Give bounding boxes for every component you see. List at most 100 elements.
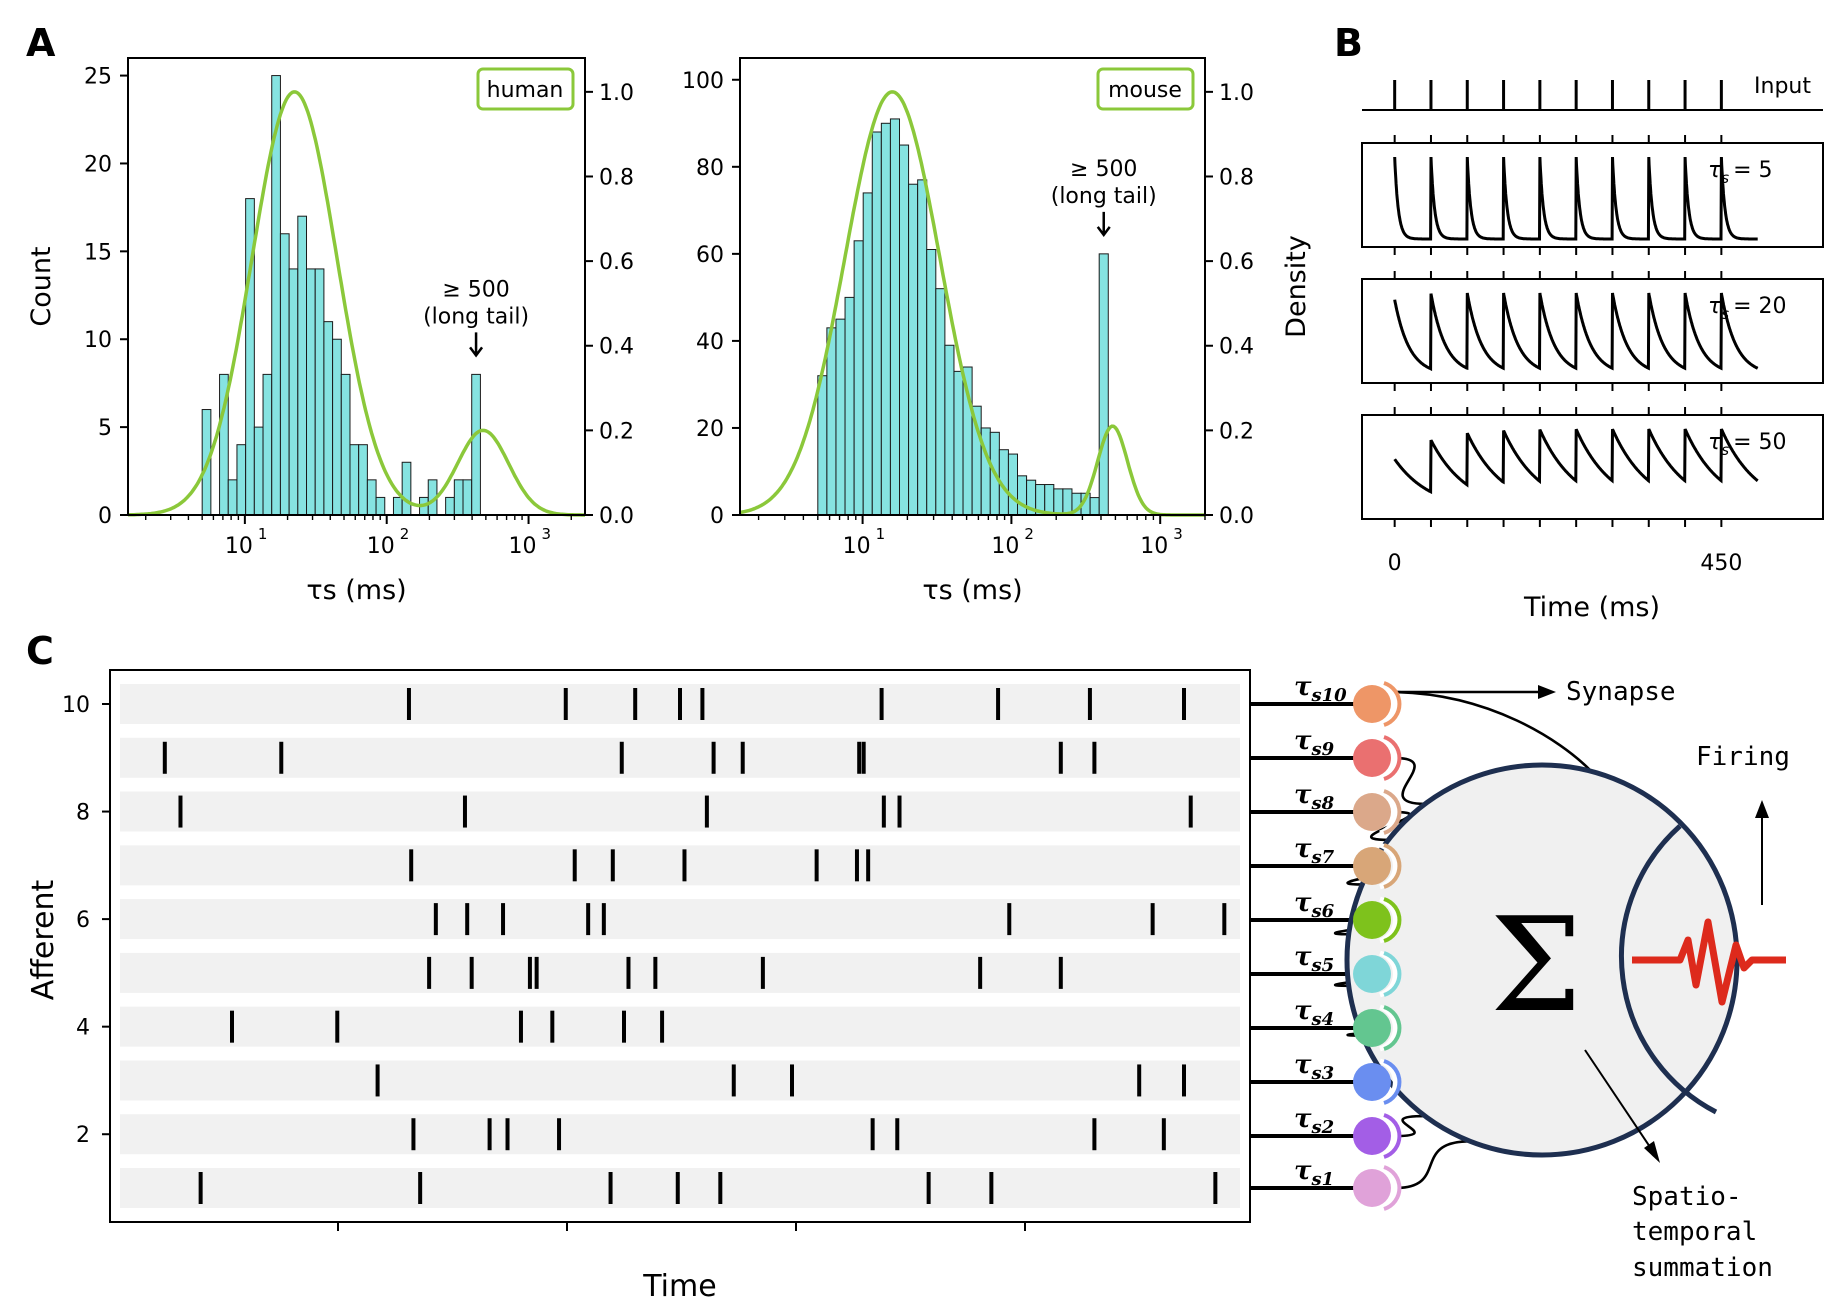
histogram-bar: [453, 479, 464, 516]
firing-arrow-icon: [1755, 800, 1769, 905]
synapse-circle: [1353, 1009, 1391, 1047]
synapse-tau-symbol: τ: [1294, 942, 1312, 972]
synapse-terminal: [1383, 897, 1402, 943]
raster-band: [120, 1114, 1240, 1155]
y-tick-label-right: 0.8: [1219, 165, 1254, 190]
synapse-circle: [1353, 685, 1391, 723]
histogram-bar: [349, 444, 360, 516]
histogram-human: 0 5 10 15 20 25 0.0 0.2 0.4 0.6 0.8 1.0 10 1 10 2 10 3 hu…: [26, 57, 634, 606]
histogram-bar: [236, 444, 247, 516]
x-tick-exponent: 1: [258, 525, 268, 543]
trace-label-subscript: s: [1721, 441, 1729, 459]
histogram-human-ylabel: Count: [26, 246, 57, 326]
synapse-tau-subscript: s2: [1311, 1117, 1335, 1138]
histogram-human-bars: [201, 75, 481, 516]
histogram-bar: [908, 183, 919, 516]
input-spike-train: [1362, 80, 1823, 111]
histogram-bar: [340, 373, 351, 516]
dendrite-wire-top: [1394, 690, 1591, 771]
panel-b-x-tick-label: 450: [1700, 551, 1742, 576]
histogram-bar: [844, 296, 855, 516]
histogram-human-ticks: 0 5 10 15 20 25 0.0 0.2 0.4 0.6 0.8 1.0 10 1 10 2 10 3: [84, 65, 634, 559]
raster-y-tick-label: 8: [76, 801, 90, 826]
synapse-tau-subscript: s8: [1311, 793, 1335, 814]
trace-frame: [1361, 142, 1824, 248]
synapse-terminal: [1383, 789, 1402, 835]
y-tick-label-right: 0.6: [599, 250, 634, 275]
synapse-gap: [1379, 950, 1398, 998]
annotation-arrow-icon: [469, 332, 484, 358]
synapse-tau-label: τs2: [1294, 1104, 1334, 1138]
raster-y-tick-label: 10: [62, 693, 90, 718]
histogram-bar: [358, 444, 368, 516]
raster-ticks: 2 4 6 8 10: [62, 693, 1026, 1231]
synapse-terminal: [1383, 735, 1402, 781]
raster-band: [120, 952, 1240, 993]
synapse-terminal: [1383, 1113, 1402, 1159]
histogram-bar: [1062, 488, 1073, 516]
histogram-bar: [471, 373, 481, 516]
synapse-gap: [1379, 1058, 1398, 1106]
histogram-bar: [835, 318, 846, 516]
y-tick-label-left: 0: [710, 504, 724, 529]
raster-band: [120, 737, 1240, 778]
histogram-bar: [253, 426, 264, 516]
panel-b-xlabel: Time (ms): [1523, 592, 1660, 623]
synapse-tau-symbol: τ: [1294, 1156, 1312, 1186]
x-tick-label: 10: [991, 534, 1019, 559]
synapse-gap: [1379, 734, 1398, 782]
histogram-bar: [853, 240, 864, 516]
y-tick-label-left: 10: [84, 328, 112, 353]
synapse-tau-label: τs5: [1294, 942, 1334, 976]
annotation-line-1: ≥ 500: [1070, 157, 1137, 182]
synapse-circle: [1353, 1169, 1391, 1207]
synapse-terminal: [1383, 1005, 1402, 1051]
synapse-tau-symbol: τ: [1294, 672, 1312, 702]
neuron-axon-hillock: [1619, 824, 1718, 1115]
raster-band: [120, 899, 1240, 940]
histogram-bar: [445, 496, 455, 516]
legend-box: [1096, 67, 1195, 111]
neuron-soma: [1344, 762, 1740, 1158]
synapse-gap: [1379, 1112, 1398, 1160]
synapse-tau-label: τs3: [1294, 1050, 1334, 1084]
synapse-tau-symbol: τ: [1294, 1050, 1312, 1080]
raster-y-tick-label: 6: [76, 908, 90, 933]
summation-label-line-1: Spatio-: [1632, 1182, 1742, 1212]
y-tick-label-left: 60: [696, 243, 724, 268]
synapse-arrow-head-icon: [1538, 685, 1556, 699]
raster-band: [120, 1006, 1240, 1047]
neuron-diagram: Σ Firing Synapse τs10τs9τs8τs7τs6τs5τs4τ…: [1250, 672, 1790, 1283]
firing-arrow-head-icon: [1755, 800, 1769, 818]
synapse-tau-symbol: τ: [1294, 780, 1312, 810]
histogram-bar: [953, 370, 964, 516]
synapse-circle: [1353, 901, 1391, 939]
raster-xlabel: Time: [642, 1269, 716, 1304]
synapse-tau-label: τs1: [1294, 1156, 1334, 1190]
histogram-mouse-density-curve: [739, 90, 1205, 517]
y-tick-label-left: 20: [84, 152, 112, 177]
sigma-icon: Σ: [1490, 889, 1582, 1041]
trace-label-subscript: s: [1721, 305, 1729, 323]
raster-band: [120, 791, 1240, 832]
panel-b-ticks: 0 450: [1388, 551, 1743, 576]
y-tick-label-left: 0: [98, 504, 112, 529]
histogram-human-xlabel: τs (ms): [306, 575, 406, 606]
y-tick-label-right: 0.8: [599, 165, 634, 190]
summation-arrow-head-icon: [1644, 1141, 1660, 1163]
synapse-tau-symbol: τ: [1294, 726, 1312, 756]
synapse-tau-label: τs7: [1294, 834, 1335, 868]
histogram-bar: [279, 233, 290, 516]
y-tick-label-right: 0.4: [599, 335, 634, 360]
synapse-gap: [1379, 842, 1398, 890]
summation-label-line-3: summation: [1632, 1253, 1773, 1283]
x-tick-exponent: 3: [542, 525, 552, 543]
histogram-mouse-bars: [817, 118, 1109, 516]
histogram-mouse-xlabel: τs (ms): [922, 575, 1022, 606]
raster-plot: 2 4 6 8 10 Time Afferent: [26, 669, 1251, 1304]
y-tick-label-right: 1.0: [1219, 81, 1254, 106]
synapse-tau-subscript: s3: [1311, 1063, 1335, 1084]
synapse-tau-subscript: s4: [1311, 1009, 1335, 1030]
